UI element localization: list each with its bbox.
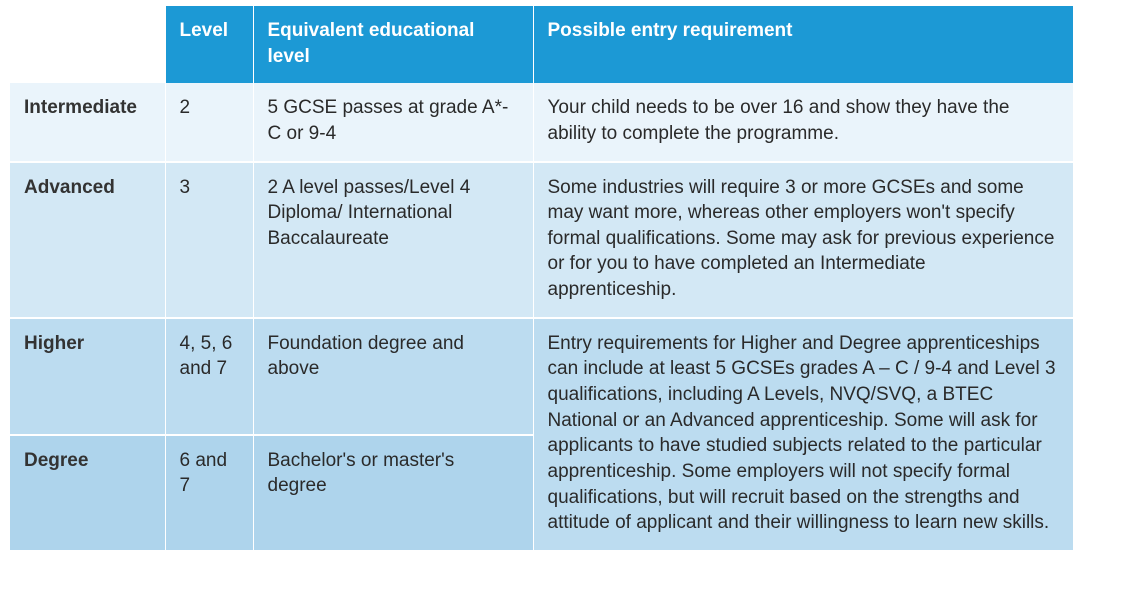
cell-equivalent: Foundation degree and above xyxy=(253,318,533,435)
apprenticeship-levels-table-container: Level Equivalent educational level Possi… xyxy=(0,0,1129,556)
header-equivalent: Equivalent educational level xyxy=(253,6,533,83)
cell-requirement-merged: Entry requirements for Higher and Degree… xyxy=(533,318,1073,550)
row-name: Higher xyxy=(10,318,165,435)
cell-equivalent: Bachelor's or master's degree xyxy=(253,435,533,550)
cell-level: 4, 5, 6 and 7 xyxy=(165,318,253,435)
header-requirement: Possible entry requirement xyxy=(533,6,1073,83)
cell-requirement: Your child needs to be over 16 and show … xyxy=(533,83,1073,161)
table-row: Advanced 3 2 A level passes/Level 4 Dipl… xyxy=(10,162,1073,318)
header-level: Level xyxy=(165,6,253,83)
cell-level: 3 xyxy=(165,162,253,318)
apprenticeship-levels-table: Level Equivalent educational level Possi… xyxy=(10,6,1073,550)
cell-equivalent: 5 GCSE passes at grade A*-C or 9-4 xyxy=(253,83,533,161)
cell-equivalent: 2 A level passes/Level 4 Diploma/ Intern… xyxy=(253,162,533,318)
row-name: Intermediate xyxy=(10,83,165,161)
header-blank xyxy=(10,6,165,83)
cell-level: 2 xyxy=(165,83,253,161)
cell-requirement: Some industries will require 3 or more G… xyxy=(533,162,1073,318)
row-name: Degree xyxy=(10,435,165,550)
table-header-row: Level Equivalent educational level Possi… xyxy=(10,6,1073,83)
row-name: Advanced xyxy=(10,162,165,318)
table-row: Higher 4, 5, 6 and 7 Foundation degree a… xyxy=(10,318,1073,435)
cell-level: 6 and 7 xyxy=(165,435,253,550)
table-row: Intermediate 2 5 GCSE passes at grade A*… xyxy=(10,83,1073,161)
